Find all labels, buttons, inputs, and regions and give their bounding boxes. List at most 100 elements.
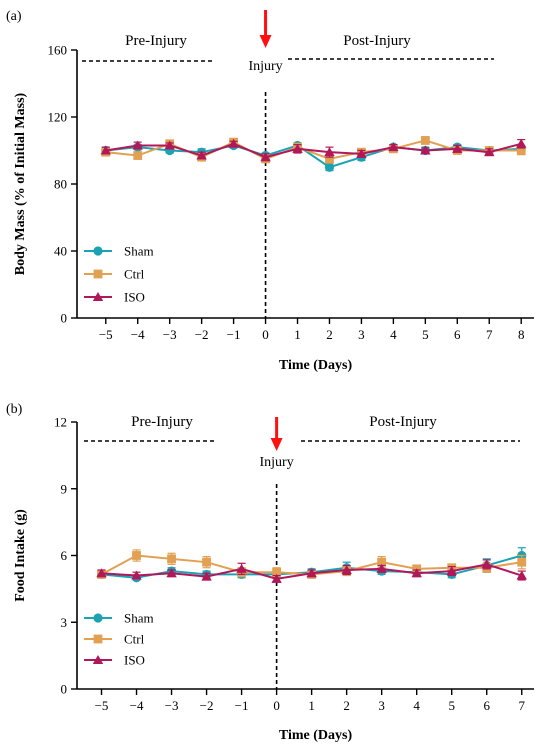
data-point — [481, 559, 492, 569]
injury-label: Injury — [259, 455, 293, 470]
data-point — [306, 568, 317, 578]
legend-label: ISO — [124, 290, 145, 305]
data-point — [516, 138, 527, 148]
legend: Sham Ctrl ISO — [84, 244, 154, 305]
x-tick-label: −4 — [131, 327, 145, 342]
y-tick-label: 80 — [54, 177, 67, 192]
legend-label: Ctrl — [124, 267, 145, 282]
data-point — [484, 147, 495, 157]
x-axis-title: Time (Days) — [279, 358, 353, 373]
x-tick-label: 0 — [273, 698, 280, 713]
y-axis-title: Food Intake (g) — [13, 509, 28, 602]
y-tick-label: 12 — [54, 415, 67, 430]
legend-marker — [93, 269, 103, 279]
y-tick-label: 160 — [48, 43, 68, 58]
legend: Sham Ctrl ISO — [84, 611, 154, 668]
legend-marker — [93, 634, 103, 644]
legend-marker — [93, 613, 103, 623]
data-point — [377, 557, 387, 567]
data-point — [292, 143, 303, 153]
x-tick-label: 5 — [448, 698, 455, 713]
legend-label: Sham — [124, 244, 154, 259]
series-line — [105, 144, 522, 169]
injury-label: Injury — [248, 59, 282, 74]
data-point — [516, 146, 526, 155]
x-tick-label: 2 — [343, 698, 350, 713]
data-point — [167, 554, 176, 564]
injury-arrow-head — [259, 35, 272, 48]
data-point — [356, 148, 367, 158]
legend-label: Ctrl — [124, 632, 145, 647]
x-tick-label: −1 — [227, 327, 241, 342]
x-tick-label: −5 — [95, 698, 109, 713]
data-point — [196, 150, 207, 160]
panel-label: (b) — [6, 402, 23, 417]
series-iso — [96, 559, 527, 583]
y-tick-label: 9 — [61, 481, 68, 496]
x-tick-label: −3 — [163, 327, 177, 342]
y-tick-label: 0 — [61, 682, 68, 697]
body-mass-chart: (a) 0 40 80 120 160 −5 −4 −3 −2 −1 0 1 2 3 4 5 6 7 8 Time (D… — [6, 9, 534, 373]
y-tick-label: 0 — [61, 311, 68, 326]
data-point — [420, 136, 430, 145]
data-point — [388, 142, 399, 152]
y-tick-label: 40 — [54, 244, 67, 259]
post-injury-label: Post-Injury — [369, 414, 437, 430]
x-tick-label: −5 — [99, 327, 113, 342]
x-tick-label: 7 — [486, 327, 493, 342]
data-point — [517, 557, 527, 567]
panel-label: (a) — [6, 9, 22, 24]
legend-label: Sham — [124, 611, 154, 626]
data-point — [164, 140, 175, 150]
data-point — [420, 145, 431, 155]
x-tick-label: 6 — [454, 327, 461, 342]
data-point — [452, 143, 463, 153]
y-tick-label: 120 — [48, 110, 68, 125]
data-point — [100, 145, 111, 155]
x-tick-label: 2 — [326, 327, 333, 342]
series-line — [105, 142, 522, 159]
legend-label: ISO — [124, 653, 145, 668]
data-point — [446, 566, 457, 576]
data-point — [324, 162, 335, 172]
data-point — [325, 154, 334, 164]
data-point — [202, 557, 211, 567]
x-tick-label: 3 — [378, 698, 385, 713]
legend-marker — [92, 655, 104, 664]
data-point — [271, 573, 282, 583]
x-tick-label: 6 — [483, 698, 490, 713]
y-tick-label: 3 — [61, 615, 68, 630]
data-point — [236, 563, 247, 573]
x-tick-label: −2 — [200, 698, 214, 713]
data-point — [166, 568, 177, 578]
data-point — [516, 570, 527, 580]
x-tick-label: 7 — [518, 698, 525, 713]
pre-injury-label: Pre-Injury — [125, 33, 187, 49]
series-iso — [100, 138, 527, 162]
data-point — [272, 567, 282, 577]
x-tick-label: 1 — [308, 698, 315, 713]
x-axis-title: Time (Days) — [279, 728, 353, 743]
pre-injury-label: Pre-Injury — [131, 414, 193, 430]
data-point — [228, 138, 239, 148]
x-tick-label: 4 — [390, 327, 397, 342]
data-point — [324, 147, 335, 157]
injury-arrow-head — [270, 438, 283, 451]
data-point — [260, 152, 271, 162]
legend-marker — [93, 246, 103, 256]
data-point — [411, 568, 422, 578]
x-tick-label: −2 — [195, 327, 209, 342]
x-tick-label: −4 — [130, 698, 144, 713]
y-axis-title: Body Mass (% of Initial Mass) — [13, 92, 28, 275]
data-point — [132, 140, 143, 150]
x-tick-label: 1 — [294, 327, 301, 342]
x-tick-label: −1 — [235, 698, 249, 713]
data-point — [133, 151, 143, 160]
data-point — [376, 563, 387, 573]
x-tick-label: 3 — [358, 327, 365, 342]
x-tick-label: 8 — [518, 327, 525, 342]
x-tick-label: 0 — [262, 327, 269, 342]
y-tick-label: 6 — [61, 548, 68, 563]
